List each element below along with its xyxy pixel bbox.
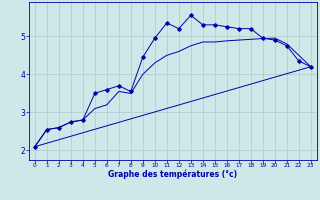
X-axis label: Graphe des températures (°c): Graphe des températures (°c) (108, 170, 237, 179)
